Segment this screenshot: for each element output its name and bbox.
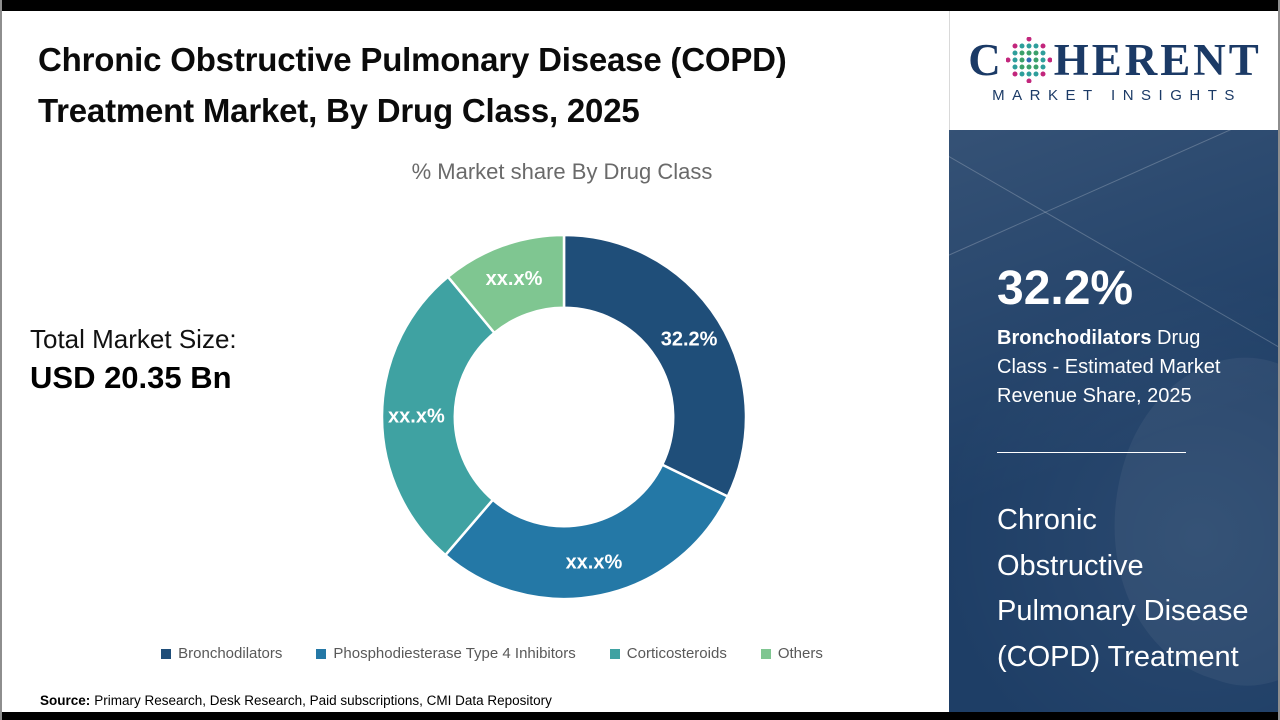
coherent-globe-icon xyxy=(1005,37,1052,83)
total-market-size-block: Total Market Size: USD 20.35 Bn xyxy=(30,322,237,398)
highlight-sidebar: 32.2% Bronchodilators Drug Class - Estim… xyxy=(949,130,1278,712)
total-market-size-label: Total Market Size: xyxy=(30,324,237,354)
highlight-stat-description-rest: Drug Class - Estimated Market Revenue Sh… xyxy=(997,327,1221,407)
legend-label: Phosphodiesterase Type 4 Inhibitors xyxy=(333,645,576,662)
legend-marker-icon xyxy=(316,648,327,659)
chart-subtitle: % Market share By Drug Class xyxy=(411,159,713,184)
source-line: Source: Primary Research, Desk Research, … xyxy=(40,693,552,708)
donut-segment-corticosteroids xyxy=(380,275,496,557)
legend-label: Corticosteroids xyxy=(626,645,727,662)
highlight-stat-value: 32.2% xyxy=(997,262,1134,315)
donut-segment-label-corticosteroids: xx.x% xyxy=(388,406,445,428)
sidebar-report-heading: Chronic Obstructive Pulmonary Disease (C… xyxy=(997,504,1249,673)
source-label: Source: xyxy=(40,693,91,708)
donut-chart-container: 32.2% xx.x% xx.x% xx.x% xyxy=(374,227,754,607)
highlight-stat-description: Bronchodilators Drug Class - Estimated M… xyxy=(997,324,1239,411)
legend-marker-icon xyxy=(609,648,620,659)
total-market-size-value: USD 20.35 Bn xyxy=(30,360,232,395)
donut-segment-label-bronchodilators: 32.2% xyxy=(661,329,718,351)
donut-segment-label-phosphodiesterase-type-4-inhibitors: xx.x% xyxy=(566,552,623,574)
donut-segment-phosphodiesterase-type-4-inhibitors xyxy=(444,463,729,601)
chart-legend: Bronchodilators Phosphodiesterase Type 4 … xyxy=(62,645,922,662)
brand-word-start: C xyxy=(968,34,1004,85)
top-border-bar xyxy=(2,0,1278,11)
source-text: Primary Research, Desk Research, Paid su… xyxy=(94,693,552,708)
brand-word-end: HERENT xyxy=(1053,34,1262,85)
legend-label: Bronchodilators xyxy=(178,645,283,662)
legend-marker-icon xyxy=(161,648,172,659)
donut-segment-others xyxy=(446,233,566,335)
highlight-stat-segment-name: Bronchodilators xyxy=(997,327,1152,349)
page-title: Chronic Obstructive Pulmonary Disease (C… xyxy=(38,41,787,129)
sidebar-divider xyxy=(997,452,1186,453)
legend-label: Others xyxy=(777,645,823,662)
donut-segment-bronchodilators xyxy=(562,233,748,498)
brand-wordmark: C HERENT xyxy=(968,37,1262,83)
donut-chart: 32.2% xx.x% xx.x% xx.x% xyxy=(380,233,748,601)
legend-item-bronchodilators: Bronchodilators xyxy=(161,645,282,662)
donut-segment-label-others: xx.x% xyxy=(486,268,543,290)
legend-item-corticosteroids: Corticosteroids xyxy=(609,645,727,662)
bottom-border-bar xyxy=(2,712,1278,720)
brand-tagline: MARKET INSIGHTS xyxy=(992,87,1242,104)
legend-marker-icon xyxy=(760,648,771,659)
legend-item-others: Others xyxy=(760,645,823,662)
brand-logo: C HERENT MARKET INSIGHTS xyxy=(949,11,1278,130)
legend-item-phosphodiesterase-type-4-inhibitors: Phosphodiesterase Type 4 Inhibitors xyxy=(316,645,576,662)
